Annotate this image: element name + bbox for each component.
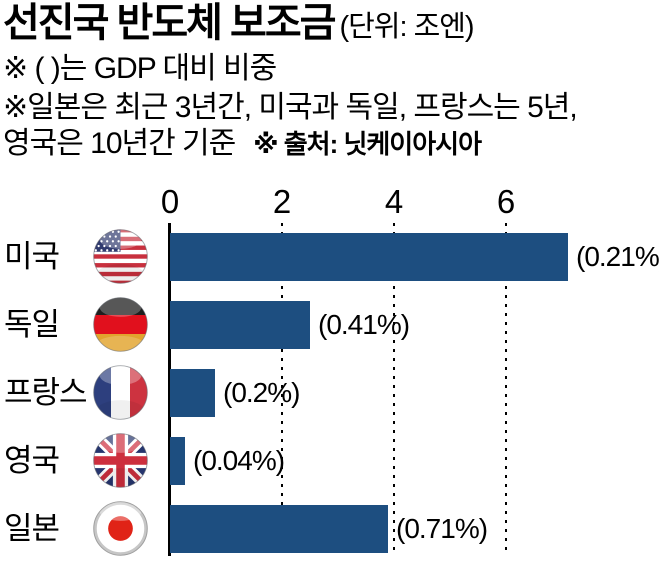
- value-label-usa: (0.21%): [576, 241, 659, 272]
- chart-row-france: 프랑스 (0.2%): [0, 365, 659, 420]
- source-label: ※ 출처: 닛케이아시아: [253, 129, 482, 159]
- usa-flag-icon: [92, 228, 149, 285]
- note-period-line2-row: 영국은 10년간 기준 ※ 출처: 닛케이아시아: [3, 126, 482, 162]
- note-period-line1: ※일본은 최근 3년간, 미국과 독일, 프랑스는 5년,: [3, 91, 578, 124]
- value-label-uk: (0.04%): [193, 445, 285, 476]
- chart-row-usa: 미국: [0, 229, 659, 284]
- bar-uk: [170, 437, 185, 485]
- france-flag-icon: [92, 364, 149, 421]
- page-title: 선진국 반도체 보조금: [3, 1, 336, 45]
- note-gdp: ※ ( )는 GDP 대비 비중: [3, 52, 277, 85]
- chart-row-germany: 독일 (0.41%): [0, 297, 659, 352]
- country-label-uk: 영국: [4, 443, 60, 478]
- bar-usa: [170, 233, 568, 281]
- uk-flag-icon: [92, 432, 149, 489]
- header: 선진국 반도체 보조금 (단위: 조엔): [3, 0, 475, 46]
- country-label-japan: 일본: [4, 511, 60, 546]
- value-label-france: (0.2%): [223, 377, 300, 408]
- country-label-france: 프랑스: [4, 375, 88, 410]
- note-period-line2: 영국은 10년간 기준: [3, 127, 236, 160]
- gridline-4: [393, 223, 395, 556]
- gridline-6: [505, 223, 507, 556]
- bar-germany: [170, 301, 310, 349]
- chart-row-japan: 일본 (0.71%): [0, 501, 659, 556]
- y-axis-line: [168, 223, 171, 556]
- bar-japan: [170, 505, 388, 553]
- country-label-usa: 미국: [4, 239, 60, 274]
- chart-row-uk: 영국: [0, 433, 659, 488]
- x-tick-0: 0: [160, 183, 180, 220]
- bar-france: [170, 369, 215, 417]
- country-label-germany: 독일: [4, 307, 60, 342]
- japan-flag-icon: [92, 500, 149, 557]
- gridline-2: [281, 223, 283, 556]
- x-tick-4: 4: [384, 183, 404, 220]
- x-tick-2: 2: [272, 183, 292, 220]
- unit-label: (단위: 조엔): [339, 11, 474, 43]
- value-label-japan: (0.71%): [396, 513, 488, 544]
- x-tick-6: 6: [496, 183, 516, 220]
- value-label-germany: (0.41%): [318, 309, 410, 340]
- germany-flag-icon: [92, 296, 149, 353]
